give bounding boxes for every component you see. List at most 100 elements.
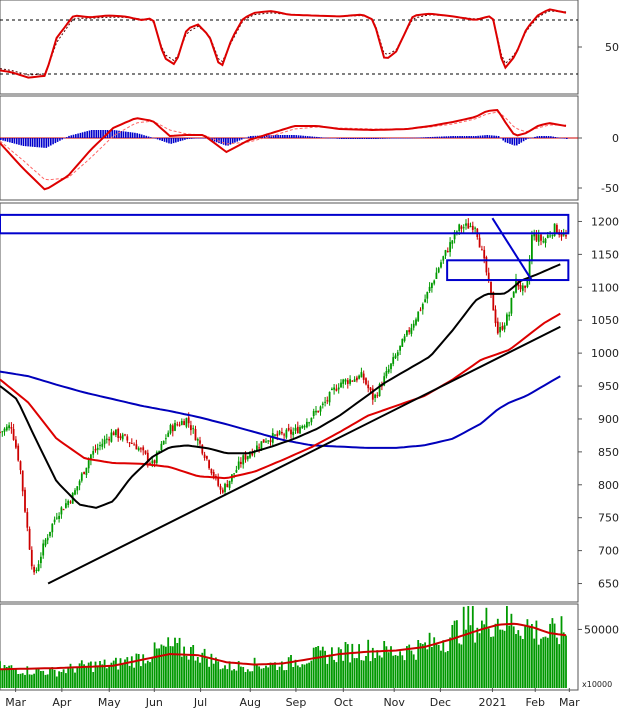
candle-body	[244, 454, 247, 460]
candle-body	[155, 452, 158, 463]
macd-histogram-bar	[359, 138, 361, 139]
macd-histogram-bar	[463, 136, 466, 138]
volume-bar	[210, 653, 213, 688]
volume-bar	[78, 663, 81, 688]
volume-bar	[503, 630, 506, 688]
volume-bar	[356, 658, 358, 688]
volume-bar	[249, 671, 251, 688]
macd-histogram-bar	[254, 135, 257, 138]
resistance-box-2	[446, 259, 570, 282]
candle-body	[335, 388, 338, 391]
candle-body	[60, 507, 63, 515]
candle-body	[90, 454, 92, 461]
volume-bar	[412, 654, 415, 688]
volume-bar	[501, 629, 504, 688]
macd-histogram-bar	[93, 130, 95, 138]
candle-body	[467, 223, 470, 229]
candle-body	[365, 378, 367, 385]
candle-body	[428, 286, 431, 291]
candle-body	[453, 232, 456, 240]
macd-histogram-bar	[272, 135, 275, 138]
macd-histogram-bar	[152, 137, 154, 139]
candle-body	[383, 376, 386, 386]
candle-body	[192, 428, 195, 430]
volume-bar	[340, 649, 342, 688]
volume-bar	[151, 658, 154, 688]
volume-bar	[310, 660, 313, 688]
volume-bar	[203, 648, 206, 688]
volume-bar	[135, 653, 138, 688]
volume-bar	[199, 662, 201, 688]
candle-body	[149, 463, 151, 465]
candle-body	[287, 427, 290, 431]
macd-histogram-bar	[150, 137, 152, 138]
macd-histogram-bar	[84, 131, 86, 138]
volume-bar	[55, 676, 58, 688]
macd-histogram-bar	[375, 138, 377, 139]
volume-bar	[171, 646, 174, 688]
candle-body	[321, 403, 324, 405]
volume-bar	[512, 626, 515, 688]
macd-histogram-bar	[68, 135, 70, 138]
volume-bar	[469, 625, 472, 688]
candle-body	[544, 238, 547, 244]
macd-histogram-bar	[122, 131, 125, 138]
macd-histogram-bar	[486, 135, 488, 138]
candle-body	[1, 431, 4, 433]
price-tick-label-850: 850	[598, 446, 619, 459]
macd-histogram-bar	[404, 138, 407, 139]
volume-bar	[121, 664, 124, 688]
macd-histogram-bar	[79, 132, 82, 138]
macd-histogram-bar	[111, 130, 113, 138]
volume-bar	[549, 623, 551, 688]
volume-bar	[33, 673, 35, 688]
macd-histogram-bar	[543, 136, 545, 138]
volume-bar	[215, 657, 217, 688]
candle-body	[190, 425, 192, 431]
macd-histogram-bar	[447, 136, 450, 138]
volume-bar	[467, 606, 470, 688]
candle-body	[76, 486, 79, 491]
candle-body	[562, 234, 565, 236]
macd-histogram-bar	[227, 138, 229, 146]
stochastic-panel	[0, 8, 578, 79]
volume-bar	[449, 637, 451, 688]
macd-histogram-bar	[200, 138, 202, 139]
volume-bar	[483, 624, 486, 688]
macd-histogram-bar	[352, 138, 354, 139]
x-tick-label-jul: Jul	[193, 696, 207, 709]
candle-body	[262, 439, 265, 443]
macd-histogram-bar	[518, 138, 520, 144]
candle-body	[176, 424, 179, 426]
volume-bar	[162, 645, 165, 688]
macd-histogram-bar	[445, 136, 448, 138]
candle-body	[283, 434, 285, 436]
macd-histogram-bar	[547, 136, 550, 138]
volume-bar	[346, 644, 349, 688]
candle-body	[199, 440, 201, 444]
volume-unit-label: x10000	[582, 680, 612, 689]
stochastic-tick-label-50: 50	[605, 41, 619, 54]
macd-histogram-bar	[59, 138, 61, 141]
macd-signal-line	[0, 111, 566, 181]
candle-body	[306, 421, 308, 428]
candle-body	[394, 355, 397, 359]
macd-histogram-bar	[159, 138, 161, 141]
candle-body	[42, 543, 45, 556]
volume-bar	[217, 661, 220, 688]
volume-bar	[124, 659, 126, 688]
candle-body	[46, 537, 49, 541]
macd-histogram-bar	[275, 135, 277, 138]
macd-histogram-bar	[50, 138, 52, 146]
volume-bar	[62, 669, 65, 688]
macd-histogram-bar	[409, 137, 411, 139]
volume-bar	[15, 668, 17, 688]
volume-bar	[306, 663, 308, 688]
candle-body	[360, 372, 363, 378]
volume-moving-average-line	[0, 622, 567, 671]
macd-histogram-bar	[552, 136, 554, 138]
macd-histogram-bar	[497, 136, 500, 138]
candle-body	[317, 410, 320, 413]
candle-body	[444, 250, 447, 256]
candle-body	[285, 429, 288, 438]
